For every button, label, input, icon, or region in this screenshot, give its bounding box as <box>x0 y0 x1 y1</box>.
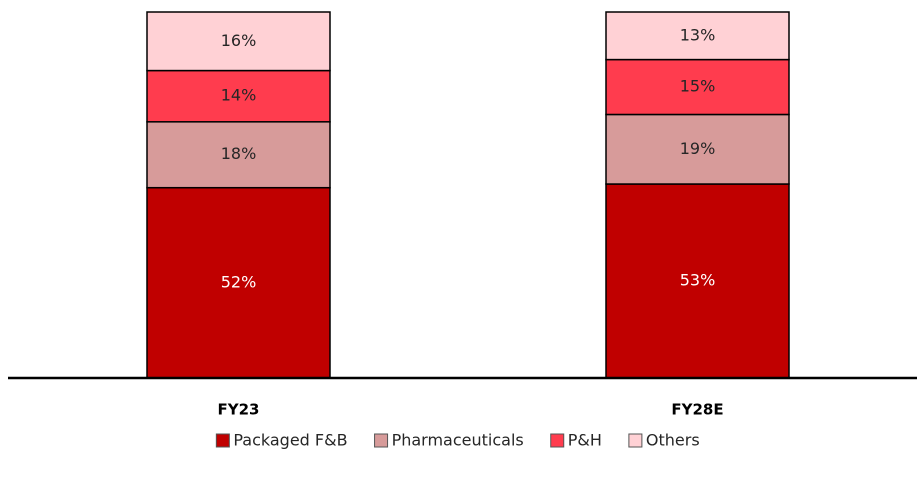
data-label: 18% <box>221 144 257 163</box>
bar-segment <box>146 186 331 379</box>
data-label: 52% <box>221 272 257 291</box>
data-label: 15% <box>680 77 716 96</box>
x-tick-label: FY28E <box>671 401 723 419</box>
bar-segment <box>605 113 790 185</box>
legend-label: Packaged F&B <box>233 431 347 450</box>
legend-swatch <box>550 433 565 448</box>
bar-segment <box>605 11 790 61</box>
legend-swatch <box>628 433 643 448</box>
legend-swatch <box>215 433 230 448</box>
bar-segment <box>146 121 331 189</box>
bar-segment <box>605 58 790 116</box>
legend-swatch <box>374 433 389 448</box>
bar-segment <box>605 183 790 379</box>
data-label: 53% <box>680 271 716 290</box>
legend-label: Pharmaceuticals <box>392 431 524 450</box>
data-label: 19% <box>680 139 716 158</box>
bar-segment <box>146 11 331 72</box>
data-label: 14% <box>221 86 257 105</box>
data-label: 13% <box>680 25 716 44</box>
data-label: 16% <box>221 31 257 50</box>
legend-label: P&H <box>568 431 602 450</box>
x-tick-label: FY23 <box>218 401 260 419</box>
legend-label: Others <box>646 431 700 450</box>
